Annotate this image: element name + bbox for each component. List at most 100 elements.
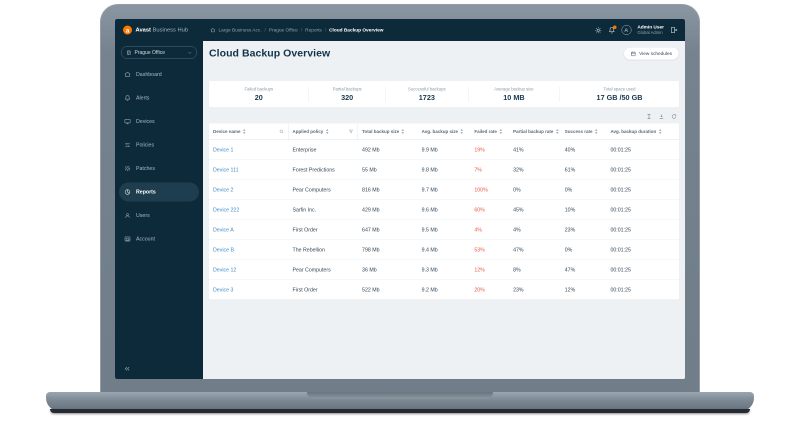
col-header-avg-backup-duration[interactable]: Avg. backup duration bbox=[606, 129, 679, 134]
sidebar-item-label: Users bbox=[136, 212, 150, 219]
user-name: Admin User bbox=[637, 24, 664, 30]
breadcrumb-item[interactable]: Prague Office bbox=[268, 27, 298, 33]
device-name-link[interactable]: Device 1 bbox=[213, 146, 234, 153]
partial-backup-rate-cell: 47% bbox=[513, 246, 524, 253]
breadcrumb: Large Business Acc. / Prague Office / Re… bbox=[210, 27, 383, 33]
user-menu[interactable]: Admin User Global Admin bbox=[637, 24, 664, 35]
exit-icon[interactable] bbox=[670, 26, 678, 34]
laptop-screen-bezel: a Avast Business Hub Large Business Acc.… bbox=[100, 4, 700, 394]
avg-backup-duration-cell: 00:01:25 bbox=[610, 206, 631, 213]
sidebar-item-policies[interactable]: Policies bbox=[119, 136, 199, 155]
sidebar-item-dashboard[interactable]: Dashboard bbox=[119, 65, 199, 84]
col-header-device-name[interactable]: Device name bbox=[209, 123, 289, 140]
chevron-down-icon bbox=[188, 50, 193, 55]
avast-logo-icon: a bbox=[123, 25, 132, 35]
stat-successful-backups: Successful backups 1723 bbox=[385, 86, 468, 102]
sidebar-item-users[interactable]: Users bbox=[119, 206, 199, 225]
stat-average-backup-size: Average backup size 10 MB bbox=[467, 86, 560, 102]
site-selector-label: Prague Office bbox=[134, 49, 165, 56]
failed-rate-cell: 7% bbox=[474, 166, 482, 173]
account-icon bbox=[124, 236, 131, 243]
sidebar-item-devices[interactable]: Devices bbox=[119, 112, 199, 131]
col-header-applied-policy[interactable]: Applied policy bbox=[288, 123, 359, 140]
sidebar-nav: Dashboard Alerts Devices bbox=[115, 65, 203, 253]
home-icon[interactable] bbox=[210, 27, 216, 33]
col-header-failed-rate[interactable]: Failed rate bbox=[470, 129, 509, 134]
col-header-total-backup-size[interactable]: Total backup size bbox=[358, 129, 418, 134]
total-backup-size-cell: 798 Mb bbox=[362, 246, 380, 253]
stat-value: 17 GB /50 GB bbox=[596, 94, 643, 102]
alerts-icon bbox=[124, 95, 131, 102]
failed-rate-cell: 100% bbox=[474, 186, 488, 193]
sort-icon[interactable] bbox=[658, 129, 662, 134]
gear-icon[interactable] bbox=[594, 26, 602, 34]
applied-policy-cell: Pear Computers bbox=[292, 266, 331, 273]
filter-icon[interactable] bbox=[348, 129, 354, 134]
col-header-avg-backup-size[interactable]: Avg. backup size bbox=[418, 129, 471, 134]
brand-name-rest: Business Hub bbox=[152, 27, 189, 33]
search-icon[interactable] bbox=[279, 129, 284, 134]
avg-backup-size-cell: 9.8 Mb bbox=[421, 166, 438, 173]
avatar-icon[interactable] bbox=[621, 25, 632, 35]
avg-backup-size-cell: 9.2 Mb bbox=[421, 286, 438, 293]
row-height-icon[interactable] bbox=[646, 114, 652, 120]
sidebar-item-reports[interactable]: Reports bbox=[119, 182, 199, 202]
sort-icon[interactable] bbox=[555, 129, 559, 134]
avg-backup-size-cell: 9.6 Mb bbox=[421, 206, 438, 213]
brand-name: Avast Business Hub bbox=[136, 27, 189, 33]
site-selector[interactable]: Prague Office bbox=[121, 46, 197, 59]
partial-backup-rate-cell: 4% bbox=[513, 226, 521, 233]
sort-icon[interactable] bbox=[401, 129, 405, 134]
device-name-link[interactable]: Device B bbox=[213, 246, 235, 253]
sort-icon[interactable] bbox=[460, 129, 464, 134]
table-header: Device name Applied policy bbox=[209, 123, 679, 140]
partial-backup-rate-cell: 0% bbox=[513, 186, 521, 193]
sidebar-item-account[interactable]: Account bbox=[119, 230, 199, 249]
refresh-icon[interactable] bbox=[671, 114, 677, 120]
col-header-success-rate[interactable]: Success rate bbox=[561, 129, 607, 134]
col-label: Avg. backup duration bbox=[610, 129, 657, 134]
main-content: Cloud Backup Overview View schedules bbox=[203, 41, 685, 379]
device-name-link[interactable]: Device 111 bbox=[213, 166, 239, 173]
avg-backup-duration-cell: 00:01:25 bbox=[610, 246, 631, 253]
stat-value: 10 MB bbox=[503, 94, 525, 102]
sidebar-item-alerts[interactable]: Alerts bbox=[119, 89, 199, 108]
sidebar-item-patches[interactable]: Patches bbox=[119, 159, 199, 178]
success-rate-cell: 61% bbox=[564, 166, 576, 173]
col-header-partial-backup-rate[interactable]: Partial backup rate bbox=[509, 129, 561, 134]
view-schedules-button[interactable]: View schedules bbox=[623, 47, 679, 60]
total-backup-size-cell: 816 Mb bbox=[362, 186, 380, 193]
breadcrumb-item[interactable]: Large Business Acc. bbox=[218, 27, 262, 33]
stat-label: Total space used bbox=[603, 86, 636, 92]
brand[interactable]: a Avast Business Hub bbox=[115, 25, 203, 35]
sort-icon[interactable] bbox=[499, 129, 503, 134]
device-name-link[interactable]: Device 3 bbox=[213, 286, 234, 293]
sidebar: Prague Office Dashboard bbox=[115, 41, 203, 379]
device-name-link[interactable]: Device A bbox=[213, 226, 234, 233]
avg-backup-size-cell: 9.3 Mb bbox=[421, 266, 438, 273]
device-name-link[interactable]: Device 12 bbox=[213, 266, 237, 273]
breadcrumb-item[interactable]: Reports bbox=[305, 27, 322, 33]
sidebar-collapse-icon[interactable] bbox=[115, 366, 203, 380]
top-bar: a Avast Business Hub Large Business Acc.… bbox=[115, 19, 685, 41]
dashboard-icon bbox=[124, 71, 131, 78]
device-name-link[interactable]: Device 222 bbox=[213, 206, 240, 213]
bell-icon[interactable] bbox=[608, 25, 617, 34]
success-rate-cell: 0% bbox=[564, 186, 573, 193]
col-label: Avg. backup size bbox=[421, 129, 459, 134]
devices-icon bbox=[124, 118, 131, 125]
success-rate-cell: 10% bbox=[564, 206, 576, 213]
export-icon[interactable] bbox=[659, 114, 665, 120]
sort-icon[interactable] bbox=[595, 129, 599, 134]
breadcrumb-separator: / bbox=[324, 27, 327, 33]
sort-icon[interactable] bbox=[325, 129, 329, 134]
partial-backup-rate-cell: 23% bbox=[513, 286, 524, 293]
patches-icon bbox=[124, 165, 131, 172]
total-backup-size-cell: 429 Mb bbox=[362, 206, 380, 213]
device-name-link[interactable]: Device 2 bbox=[213, 186, 234, 193]
avg-backup-duration-cell: 00:01:25 bbox=[610, 226, 631, 233]
success-rate-cell: 12% bbox=[564, 286, 576, 293]
sort-icon[interactable] bbox=[243, 129, 247, 134]
applied-policy-cell: The Rebellion bbox=[292, 246, 325, 253]
